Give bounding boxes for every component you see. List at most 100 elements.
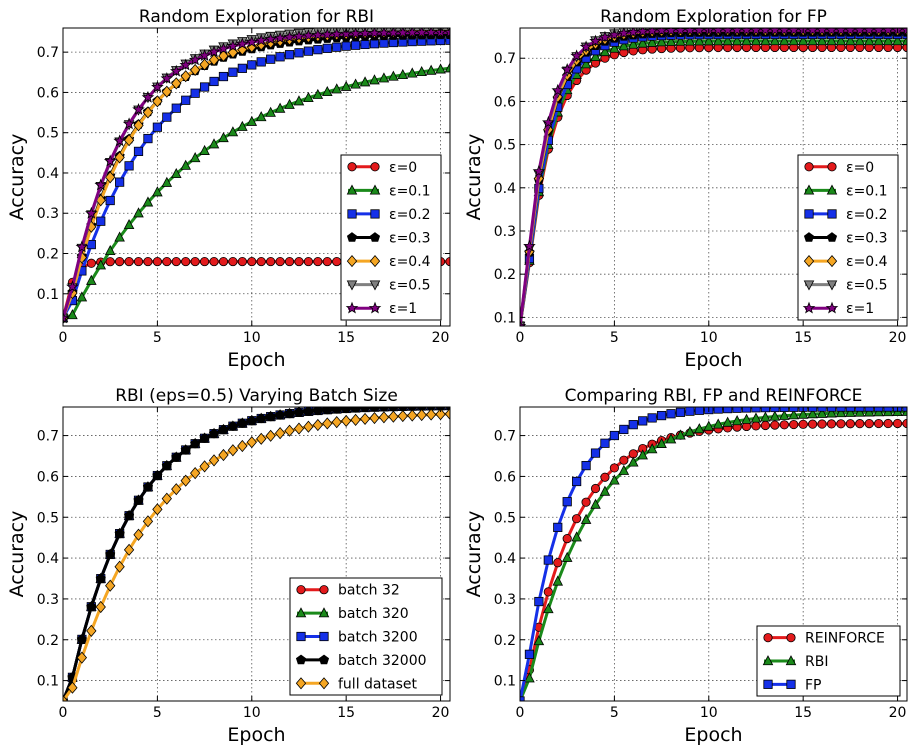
legend-marker [803, 254, 815, 268]
data-point [551, 83, 565, 96]
data-point [208, 53, 220, 66]
legend-label: ε=0.2 [389, 207, 431, 223]
data-point [199, 58, 210, 71]
legend-marker [786, 679, 796, 689]
data-point [397, 409, 408, 423]
legend-marker [346, 254, 358, 268]
data-point [86, 239, 96, 250]
data-point [835, 407, 847, 418]
legend-marker [345, 301, 359, 314]
data-point [637, 449, 648, 460]
data-point [760, 35, 771, 46]
legend-label: ε=0.2 [846, 207, 888, 223]
data-point [284, 408, 295, 418]
data-point [152, 503, 163, 516]
y-tick-label: 0.5 [494, 510, 516, 526]
data-point [226, 39, 240, 52]
data-point [351, 40, 361, 50]
legend-marker [826, 232, 838, 242]
data-point [599, 45, 611, 57]
data-point [425, 64, 437, 75]
data-point [190, 438, 201, 449]
y-tick-label: 0.2 [37, 633, 59, 649]
data-point [227, 420, 238, 431]
data-point [322, 85, 333, 97]
y-tick-label: 0.6 [37, 85, 59, 101]
data-point [180, 159, 191, 170]
data-point [580, 58, 592, 69]
x-axis-label: Epoch [227, 724, 285, 746]
data-point [152, 256, 162, 267]
data-point [571, 531, 582, 542]
legend-marker [786, 633, 796, 643]
y-tick-label: 0.7 [37, 429, 59, 445]
data-point [236, 37, 249, 50]
chart-title: RBI (eps=0.5) Varying Batch Size [115, 386, 398, 406]
data-point [552, 575, 564, 586]
data-point [600, 438, 610, 448]
data-point [609, 42, 620, 53]
data-point [266, 54, 276, 64]
data-point [332, 256, 342, 267]
data-point [293, 95, 305, 106]
data-point [331, 83, 343, 94]
legend-label: batch 3200 [338, 630, 418, 646]
data-point [751, 421, 761, 431]
plot-frame [519, 27, 908, 327]
data-point [350, 407, 361, 413]
data-point [190, 63, 201, 77]
x-tick-label: 15 [794, 330, 812, 346]
data-point [741, 407, 752, 413]
data-point [378, 411, 390, 424]
legend-label: batch 32 [338, 583, 400, 599]
data-point [542, 115, 555, 128]
data-point [797, 35, 809, 46]
data-point [322, 43, 332, 53]
data-point [245, 35, 259, 48]
legend-label: ε=0.3 [846, 231, 888, 247]
legend-label: ε=0.4 [389, 254, 431, 270]
data-point [360, 407, 370, 412]
legend-marker [762, 655, 774, 666]
data-point [417, 407, 426, 411]
data-point [274, 427, 286, 440]
data-point [162, 112, 172, 122]
data-point [133, 207, 144, 218]
legend: ε=0 ε=0.1 ε=0.2 ε=0.3 ε=0.4 ε=0.5 ε=1 [797, 154, 899, 321]
y-tick-label: 0.6 [494, 469, 516, 485]
data-point [209, 76, 219, 87]
data-point [199, 256, 210, 267]
data-point [892, 35, 903, 46]
data-point [105, 579, 116, 592]
data-point [397, 68, 409, 80]
data-point [685, 407, 695, 416]
data-point [303, 256, 314, 267]
data-point [741, 413, 752, 424]
data-point [105, 549, 116, 559]
data-point [826, 35, 837, 46]
data-point [543, 555, 553, 565]
data-point [94, 178, 108, 191]
data-point [180, 70, 191, 83]
data-point [416, 408, 427, 422]
data-point [892, 418, 903, 429]
data-point [247, 60, 257, 70]
data-point [284, 98, 295, 109]
data-point [874, 418, 884, 429]
data-point [266, 256, 276, 267]
data-point [553, 522, 563, 532]
data-point [826, 419, 837, 429]
legend: ε=0 ε=0.1 ε=0.2 ε=0.3 ε=0.4 ε=0.5 ε=1 [340, 154, 442, 321]
legend-label: ε=0.1 [389, 183, 431, 199]
y-tick-label: 0.3 [494, 224, 516, 240]
data-point [723, 407, 733, 414]
data-point [340, 80, 352, 91]
legend-marker [804, 209, 814, 219]
data-point [132, 102, 145, 115]
data-point [618, 464, 630, 475]
data-point [816, 35, 828, 46]
data-point [638, 416, 648, 426]
y-tick-label: 0.2 [37, 247, 59, 263]
data-point [275, 409, 286, 420]
x-tick-label: 0 [516, 330, 525, 346]
